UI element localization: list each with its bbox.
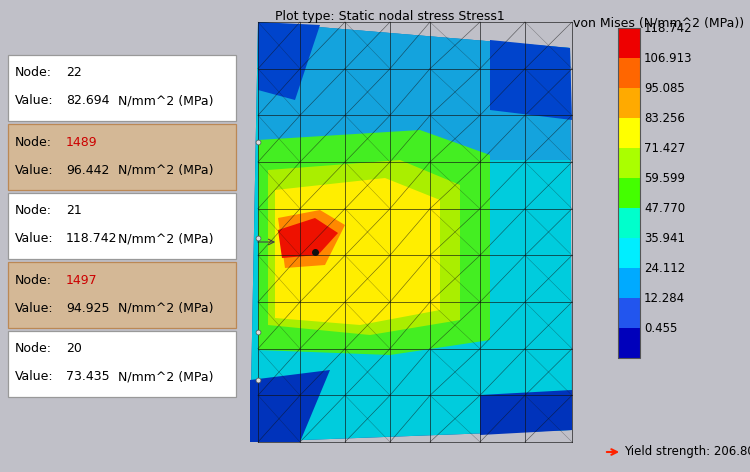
- Polygon shape: [250, 22, 572, 442]
- Text: 83.256: 83.256: [644, 111, 685, 125]
- Bar: [8, 262, 236, 328]
- Text: 1489: 1489: [66, 135, 98, 149]
- Text: N/mm^2 (MPa): N/mm^2 (MPa): [118, 94, 214, 108]
- Text: N/mm^2 (MPa): N/mm^2 (MPa): [118, 371, 214, 383]
- Text: 21: 21: [66, 204, 82, 218]
- Text: Node:: Node:: [15, 343, 52, 355]
- Polygon shape: [278, 218, 338, 258]
- Text: Value:: Value:: [15, 163, 54, 177]
- Bar: [618, 328, 640, 359]
- Bar: [8, 331, 236, 397]
- Bar: [618, 28, 640, 59]
- Polygon shape: [490, 40, 572, 120]
- Text: 95.085: 95.085: [644, 82, 685, 94]
- Bar: [618, 268, 640, 298]
- Text: Plot type: Static nodal stress Stress1: Plot type: Static nodal stress Stress1: [275, 10, 505, 23]
- Text: 1497: 1497: [66, 273, 98, 287]
- Polygon shape: [275, 178, 440, 325]
- Polygon shape: [258, 22, 572, 160]
- Bar: [618, 298, 640, 329]
- Text: 20: 20: [66, 343, 82, 355]
- Text: 94.925: 94.925: [66, 302, 110, 314]
- Polygon shape: [278, 210, 345, 268]
- Bar: [618, 88, 640, 118]
- Text: 47.770: 47.770: [644, 202, 686, 214]
- Bar: [618, 238, 640, 269]
- Text: N/mm^2 (MPa): N/mm^2 (MPa): [118, 233, 214, 245]
- Text: Node:: Node:: [15, 273, 52, 287]
- Text: 118.742: 118.742: [644, 22, 693, 34]
- Text: Node:: Node:: [15, 135, 52, 149]
- Bar: [8, 124, 236, 190]
- Text: 59.599: 59.599: [644, 171, 685, 185]
- Bar: [8, 55, 236, 121]
- Text: N/mm^2 (MPa): N/mm^2 (MPa): [118, 163, 214, 177]
- Bar: [618, 208, 640, 238]
- Text: 35.941: 35.941: [644, 231, 685, 244]
- Text: 82.694: 82.694: [66, 94, 110, 108]
- Polygon shape: [258, 22, 320, 100]
- Polygon shape: [480, 390, 572, 435]
- Text: von Mises (N/mm^2 (MPa)): von Mises (N/mm^2 (MPa)): [574, 16, 745, 29]
- Text: 118.742: 118.742: [66, 233, 118, 245]
- Polygon shape: [268, 160, 460, 335]
- Text: Value:: Value:: [15, 233, 54, 245]
- Text: 73.435: 73.435: [66, 371, 110, 383]
- Text: 0.455: 0.455: [644, 321, 677, 335]
- Text: Value:: Value:: [15, 371, 54, 383]
- Text: Yield strength: 206.807: Yield strength: 206.807: [624, 446, 750, 458]
- Text: 22: 22: [66, 67, 82, 79]
- Text: Value:: Value:: [15, 94, 54, 108]
- Text: 24.112: 24.112: [644, 261, 686, 275]
- Text: 96.442: 96.442: [66, 163, 110, 177]
- Bar: [618, 178, 640, 209]
- Bar: [618, 58, 640, 89]
- Text: 12.284: 12.284: [644, 292, 686, 304]
- Bar: [618, 148, 640, 178]
- Polygon shape: [250, 370, 330, 442]
- Polygon shape: [258, 130, 490, 355]
- Text: 106.913: 106.913: [644, 51, 692, 65]
- Polygon shape: [250, 22, 572, 442]
- Text: N/mm^2 (MPa): N/mm^2 (MPa): [118, 302, 214, 314]
- Text: Value:: Value:: [15, 302, 54, 314]
- Text: 71.427: 71.427: [644, 142, 686, 154]
- Text: Node:: Node:: [15, 67, 52, 79]
- Text: Node:: Node:: [15, 204, 52, 218]
- Bar: [618, 118, 640, 149]
- Bar: [8, 193, 236, 259]
- Bar: [618, 28, 640, 358]
